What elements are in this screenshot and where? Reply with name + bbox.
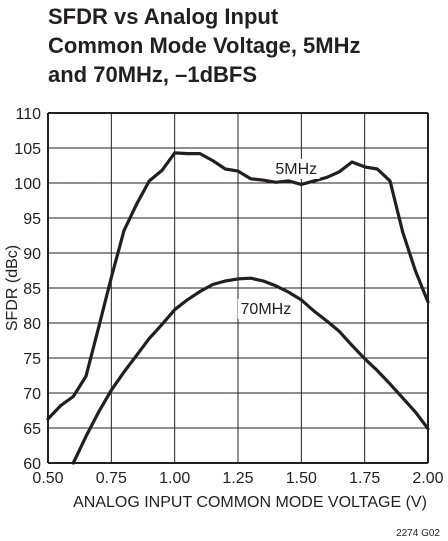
y-tick-label: 105 (14, 141, 41, 158)
series-label: 5MHz (275, 161, 317, 178)
y-tick-label: 75 (23, 351, 41, 368)
chart-grid (47, 112, 429, 464)
x-tick-label: 1.00 (159, 470, 190, 487)
y-tick-label: 85 (23, 281, 41, 298)
chart-title-line-1: SFDR vs Analog Input (48, 4, 279, 29)
y-axis-label: SFDR (dBc) (4, 245, 21, 331)
y-tick-label: 100 (14, 176, 41, 193)
x-tick-label: 2.00 (412, 470, 443, 487)
x-axis-label: ANALOG INPUT COMMON MODE VOLTAGE (V) (73, 494, 427, 511)
series-label-background (237, 298, 294, 319)
y-tick-label: 110 (15, 106, 41, 123)
series-label: 70MHz (241, 301, 292, 318)
y-tick-label: 95 (23, 211, 41, 228)
y-tick-label: 65 (23, 421, 41, 438)
chart-series-labels: 5MHz 70MHz (237, 158, 320, 319)
y-tick-label: 60 (23, 456, 41, 473)
y-tick-label: 90 (23, 246, 41, 263)
series-label-background (272, 158, 320, 179)
y-tick-label: 80 (23, 316, 41, 333)
x-tick-label: 1.25 (222, 470, 253, 487)
figure-code: 2274 G02 (396, 528, 440, 539)
x-tick-label: 1.75 (349, 470, 380, 487)
chart-title-line-2: Common Mode Voltage, 5MHz (48, 33, 361, 58)
series-line-5mhz (46, 151, 430, 421)
series-line-70mhz (71, 276, 430, 465)
x-tick-label: 1.50 (286, 470, 317, 487)
y-tick-label: 70 (23, 386, 41, 403)
chart-title-line-3: and 70MHz, –1dBFS (48, 62, 258, 87)
chart-title: SFDR vs Analog Input Common Mode Voltage… (48, 2, 438, 89)
chart-series (46, 151, 430, 465)
x-tick-label: 0.75 (96, 470, 127, 487)
x-tick-label: 0.50 (32, 470, 63, 487)
chart-tick-labels: 60 65 70 75 80 85 90 95 100 105 110 0.50 0.75 1.00 1.2… (14, 106, 443, 487)
